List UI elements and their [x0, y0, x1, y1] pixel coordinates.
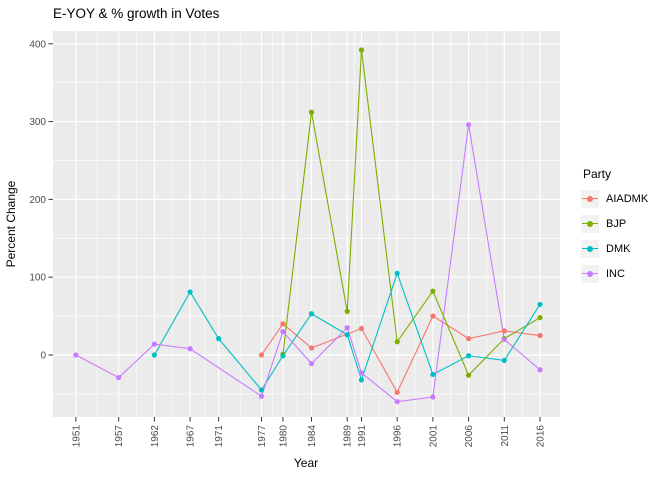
- data-point-dmk: [501, 357, 507, 364]
- data-point-bjp: [537, 315, 543, 321]
- data-point-dmk: [430, 371, 436, 378]
- legend-label: AIADMK: [606, 193, 649, 205]
- x-tick-label: 2006: [464, 425, 475, 448]
- plot-panel: [53, 31, 560, 417]
- data-point-inc: [537, 367, 543, 373]
- x-tick-label: 1971: [214, 425, 225, 448]
- data-point-dmk: [537, 301, 543, 308]
- data-point-inc: [465, 122, 472, 128]
- legend-key-icon: [581, 215, 599, 233]
- data-point-inc: [280, 329, 286, 335]
- x-tick-label: 1957: [114, 425, 125, 448]
- legend-label: DMK: [606, 243, 631, 255]
- data-point-dmk: [151, 352, 157, 358]
- data-point-inc: [151, 341, 157, 347]
- x-tick-label: 1991: [357, 425, 368, 448]
- y-axis-title: Percent Change: [4, 180, 18, 268]
- data-point-dmk: [358, 377, 365, 383]
- data-point-aiadmk: [430, 313, 436, 319]
- data-point-dmk: [280, 353, 286, 359]
- legend-entry-aiadmk: AIADMK: [581, 190, 648, 208]
- data-point-inc: [430, 394, 436, 400]
- x-tick-label: 1977: [257, 425, 268, 448]
- data-point-aiadmk: [501, 328, 507, 334]
- data-point-inc: [308, 360, 315, 367]
- data-point-dmk: [308, 311, 315, 317]
- data-point-inc: [501, 336, 507, 343]
- x-tick-label: 2011: [500, 425, 511, 447]
- x-tick-label: 1962: [150, 425, 161, 448]
- data-point-dmk: [258, 387, 265, 393]
- data-point-aiadmk: [537, 332, 543, 339]
- y-tick-label: 300: [29, 117, 46, 128]
- legend: Party AIADMK BJP DMK INC: [581, 167, 648, 290]
- chart-title: E-YOY & % growth in Votes: [53, 6, 220, 21]
- data-point-dmk: [394, 270, 400, 276]
- x-tick-label: 1989: [343, 425, 354, 448]
- data-point-inc: [116, 374, 122, 381]
- data-point-bjp: [344, 308, 350, 315]
- legend-key-dot: [587, 271, 593, 277]
- data-point-dmk: [187, 289, 193, 295]
- data-point-inc: [358, 370, 365, 376]
- data-point-inc: [258, 393, 265, 399]
- x-axis-title: Year: [293, 456, 319, 470]
- data-point-bjp: [394, 339, 400, 345]
- x-tick-label: 1984: [307, 425, 318, 448]
- legend-entry-inc: INC: [581, 265, 648, 283]
- legend-label: BJP: [606, 218, 627, 230]
- data-point-aiadmk: [258, 352, 265, 358]
- data-point-dmk: [465, 353, 472, 359]
- x-tick-label: 1980: [278, 425, 289, 448]
- data-point-inc: [187, 346, 193, 352]
- series-line-inc: [75, 124, 541, 403]
- x-tick-label: 2016: [536, 425, 547, 448]
- data-point-dmk: [344, 332, 350, 338]
- x-tick-label: 1996: [393, 425, 404, 448]
- x-tick-label: 2001: [428, 425, 439, 448]
- data-point-inc: [394, 399, 400, 405]
- y-tick-label: 100: [29, 273, 46, 284]
- legend-entry-dmk: DMK: [581, 240, 648, 258]
- legend-key-dot: [587, 221, 593, 227]
- data-point-aiadmk: [465, 336, 472, 342]
- x-tick-label: 1967: [186, 425, 197, 448]
- legend-key-icon: [581, 240, 599, 258]
- data-point-bjp: [430, 288, 436, 294]
- data-point-inc: [73, 352, 79, 358]
- data-point-aiadmk: [280, 321, 286, 327]
- data-point-bjp: [358, 47, 365, 53]
- data-point-dmk: [216, 336, 222, 342]
- data-point-inc: [344, 325, 350, 331]
- legend-key-dot: [587, 246, 593, 252]
- y-tick-label: 200: [29, 195, 46, 206]
- legend-key-icon: [581, 265, 599, 283]
- legend-title: Party: [583, 167, 612, 181]
- data-point-aiadmk: [358, 325, 365, 332]
- legend-label: INC: [606, 268, 625, 280]
- data-point-aiadmk: [394, 389, 400, 395]
- x-tick-label: 1951: [71, 425, 82, 448]
- y-tick-label: 0: [40, 350, 46, 361]
- data-point-aiadmk: [308, 345, 315, 351]
- y-tick-label: 400: [29, 39, 46, 50]
- legend-key-icon: [581, 190, 599, 208]
- data-point-bjp: [308, 109, 315, 115]
- data-point-bjp: [465, 372, 472, 378]
- legend-key-dot: [587, 196, 593, 202]
- legend-entry-bjp: BJP: [581, 215, 648, 233]
